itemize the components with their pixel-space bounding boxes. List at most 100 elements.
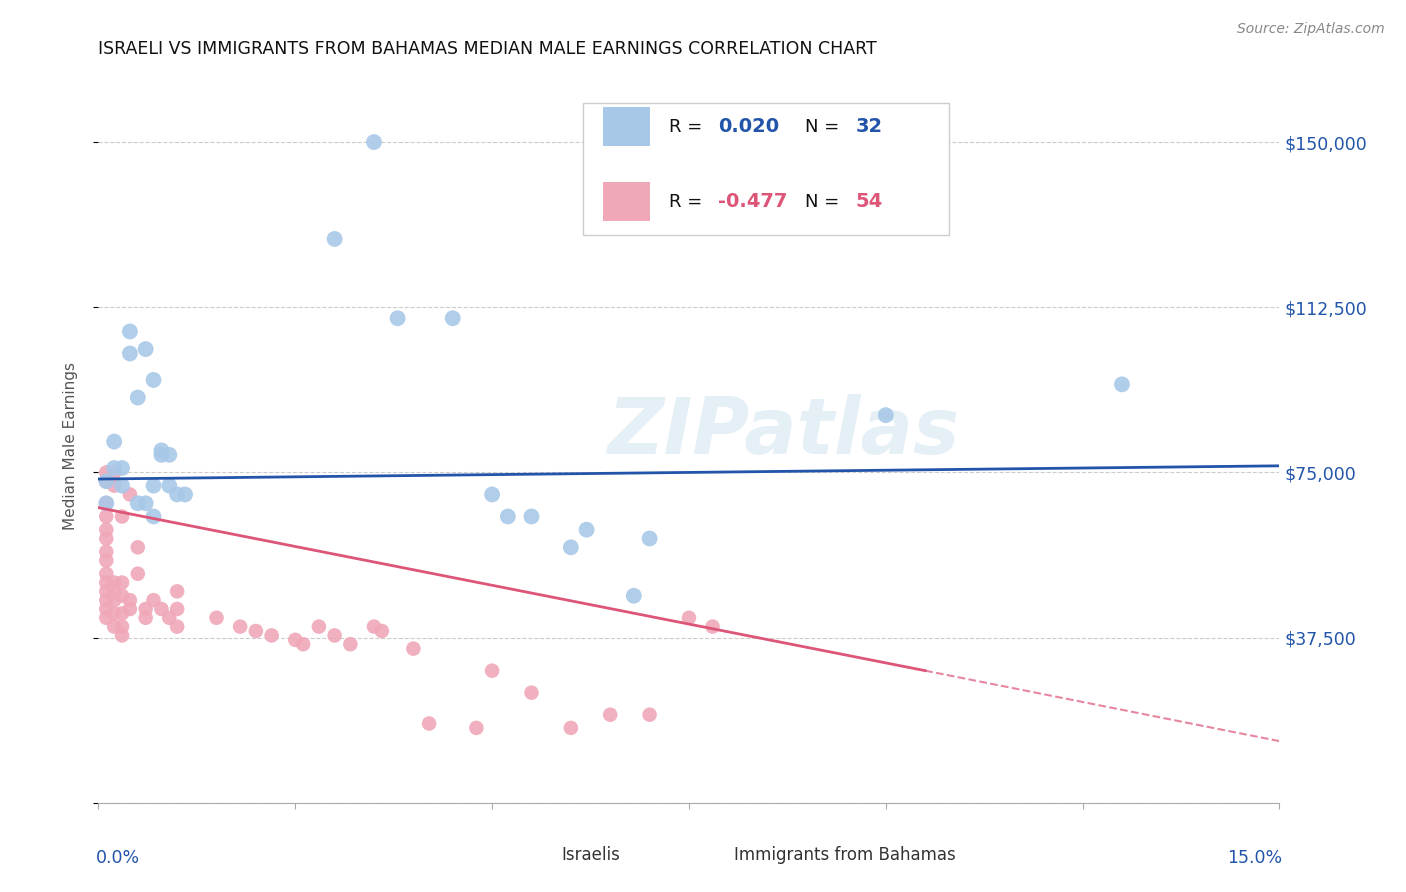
Point [96, 602, 118, 616]
Text: N =: N = [804, 193, 845, 211]
Point [103, 434, 125, 449]
Point [166, 602, 188, 616]
Point [118, 602, 141, 616]
Text: 54: 54 [855, 192, 883, 211]
Point [363, 135, 385, 149]
Text: R =: R = [669, 118, 707, 136]
Point [96, 566, 118, 581]
Point [520, 509, 543, 524]
Point [103, 584, 125, 599]
Point [638, 532, 661, 546]
Point [103, 461, 125, 475]
FancyBboxPatch shape [517, 840, 551, 869]
Point [157, 448, 180, 462]
Point [127, 391, 149, 405]
Point [339, 637, 361, 651]
Point [96, 575, 118, 590]
Point [623, 589, 645, 603]
Point [103, 575, 125, 590]
FancyBboxPatch shape [689, 840, 723, 869]
Text: N =: N = [804, 118, 845, 136]
Point [96, 475, 118, 489]
Point [96, 496, 118, 510]
Text: ZIPatlas: ZIPatlas [607, 393, 959, 470]
Point [481, 487, 503, 501]
Point [308, 619, 330, 633]
Point [520, 686, 543, 700]
Point [229, 619, 252, 633]
Point [135, 496, 157, 510]
Text: ISRAELI VS IMMIGRANTS FROM BAHAMAS MEDIAN MALE EARNINGS CORRELATION CHART: ISRAELI VS IMMIGRANTS FROM BAHAMAS MEDIA… [98, 40, 877, 58]
Point [111, 607, 134, 621]
Point [638, 707, 661, 722]
Point [96, 545, 118, 559]
Point [323, 628, 346, 642]
Point [292, 637, 315, 651]
Point [174, 487, 197, 501]
Point [103, 478, 125, 492]
Point [260, 628, 283, 642]
Point [111, 478, 134, 492]
Text: Source: ZipAtlas.com: Source: ZipAtlas.com [1237, 22, 1385, 37]
Point [111, 619, 134, 633]
Point [103, 593, 125, 607]
Point [166, 487, 188, 501]
Point [418, 716, 440, 731]
Point [118, 593, 141, 607]
Point [96, 532, 118, 546]
Point [127, 541, 149, 555]
Point [599, 707, 621, 722]
Point [96, 584, 118, 599]
Point [702, 619, 724, 633]
Point [166, 619, 188, 633]
Point [127, 566, 149, 581]
Text: R =: R = [669, 193, 707, 211]
Point [111, 628, 134, 642]
Text: -0.477: -0.477 [718, 192, 787, 211]
Point [103, 619, 125, 633]
Point [118, 325, 141, 339]
Point [111, 575, 134, 590]
Point [363, 619, 385, 633]
Point [387, 311, 409, 326]
Text: 0.020: 0.020 [718, 117, 779, 136]
Point [135, 602, 157, 616]
Point [142, 593, 165, 607]
FancyBboxPatch shape [603, 182, 650, 221]
Point [875, 408, 897, 422]
Point [96, 611, 118, 625]
Point [96, 475, 118, 489]
Y-axis label: Median Male Earnings: Median Male Earnings [63, 362, 77, 530]
Point [150, 602, 173, 616]
Point [575, 523, 598, 537]
Point [371, 624, 394, 638]
Point [284, 632, 307, 647]
Point [111, 509, 134, 524]
Point [103, 607, 125, 621]
Point [150, 448, 173, 462]
FancyBboxPatch shape [603, 107, 650, 146]
Point [127, 496, 149, 510]
Text: Immigrants from Bahamas: Immigrants from Bahamas [734, 846, 956, 863]
Point [142, 509, 165, 524]
Point [118, 487, 141, 501]
Point [150, 443, 173, 458]
Point [157, 478, 180, 492]
Point [96, 593, 118, 607]
Point [135, 611, 157, 625]
Point [111, 589, 134, 603]
Point [135, 342, 157, 356]
Text: 32: 32 [855, 117, 883, 136]
Point [1111, 377, 1133, 392]
Point [205, 611, 228, 625]
Point [441, 311, 464, 326]
Point [323, 232, 346, 246]
FancyBboxPatch shape [582, 103, 949, 235]
Point [96, 553, 118, 567]
Point [103, 466, 125, 480]
Text: Israelis: Israelis [561, 846, 620, 863]
Point [157, 611, 180, 625]
Point [111, 461, 134, 475]
Point [560, 721, 582, 735]
Point [142, 373, 165, 387]
